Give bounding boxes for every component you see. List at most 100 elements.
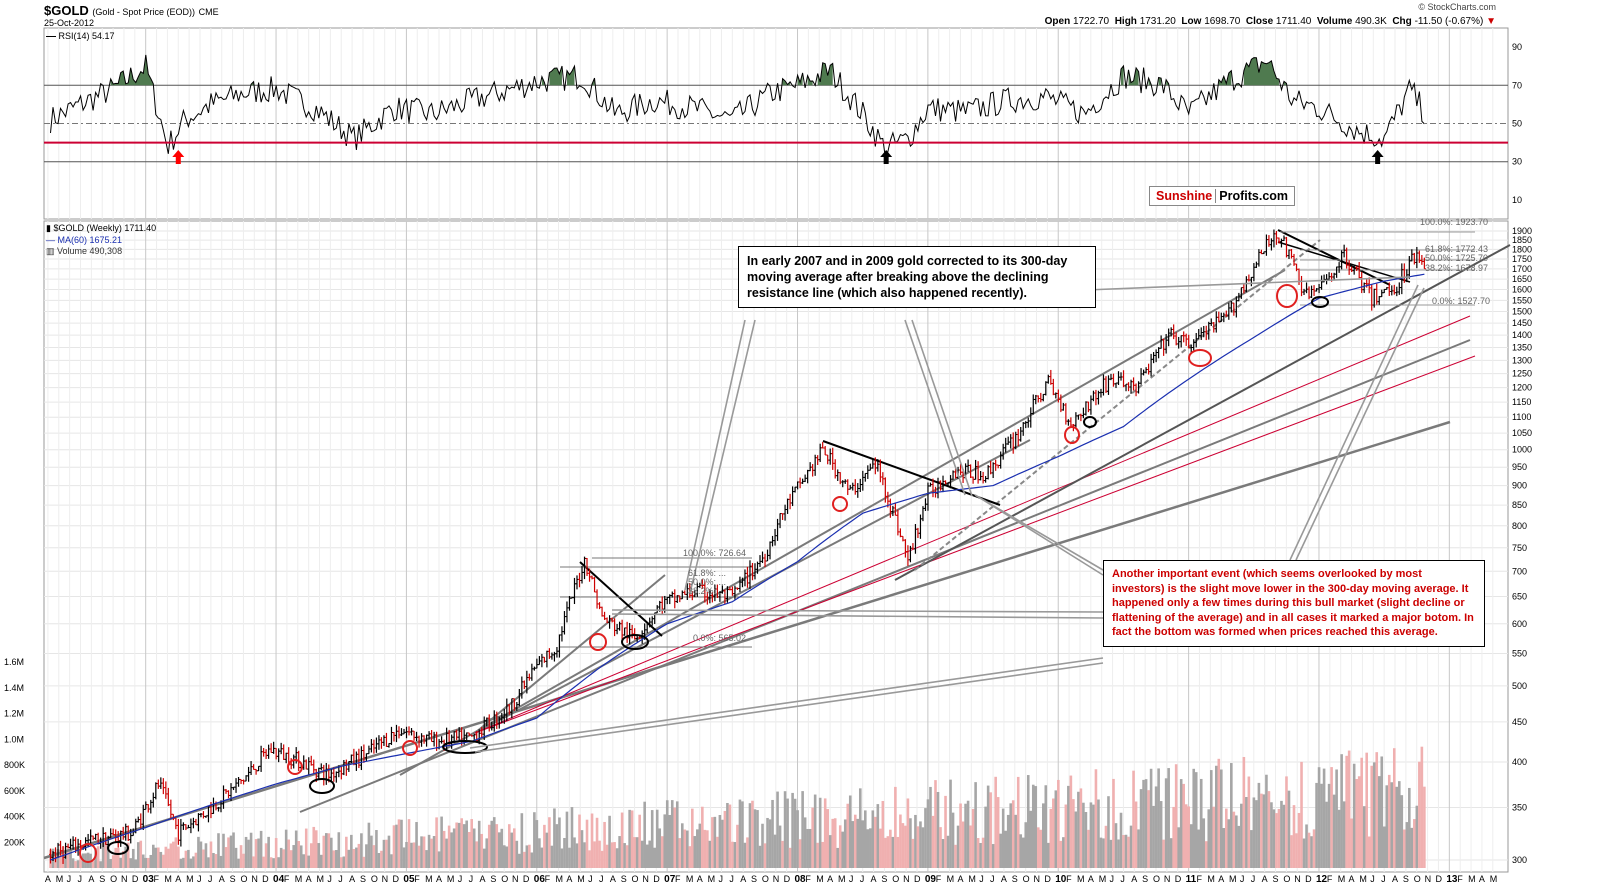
callout-pointer <box>611 609 1104 613</box>
volume-bar <box>126 842 130 868</box>
rsi-overbought-fill <box>807 75 813 86</box>
x-tick-label: F <box>1196 874 1202 884</box>
volume-bar <box>272 858 275 868</box>
symbol: $GOLD <box>44 3 89 18</box>
volume-bar <box>187 849 190 868</box>
price-tick-label: 1750 <box>1512 254 1532 264</box>
volume-bar <box>831 818 835 868</box>
volume-tick-label: 400K <box>4 812 25 822</box>
volume-bar <box>247 839 250 868</box>
x-tick-label: O <box>501 874 508 884</box>
chg-value: -11.50 (-0.67%) <box>1414 16 1484 27</box>
x-tick-label: A <box>1479 874 1485 884</box>
volume-bar <box>1049 808 1053 868</box>
volume-bar <box>931 815 935 868</box>
volume-bar <box>1222 828 1226 868</box>
x-tick-label: 04 <box>273 874 285 885</box>
volume-bar <box>590 813 594 868</box>
volume-bar <box>467 831 471 868</box>
volume-bar <box>257 838 260 868</box>
x-tick-label: J <box>338 874 343 884</box>
x-tick-label: S <box>490 874 496 884</box>
logo-part-sunshine: Sunshine <box>1156 189 1213 203</box>
volume-bar <box>1340 754 1343 868</box>
volume-bar <box>307 855 311 868</box>
black-ellipse-marker <box>1083 416 1097 428</box>
ma-label: — MA(60) 1675.21 <box>46 235 123 245</box>
volume-bar <box>254 839 258 868</box>
volume-bar <box>738 799 742 868</box>
red-circle-marker <box>402 740 418 756</box>
volume-bar <box>633 837 636 868</box>
x-tick-label: J <box>1120 874 1125 884</box>
x-tick-label: J <box>1251 874 1256 884</box>
volume-bar <box>430 838 433 868</box>
volume-bar <box>763 843 767 868</box>
volume-bar <box>465 820 468 868</box>
volume-bar <box>1077 791 1080 868</box>
volume-bar <box>445 838 448 868</box>
volume-bar <box>776 791 779 868</box>
volume-bar <box>1134 801 1138 868</box>
volume-bar <box>731 841 734 868</box>
x-tick-label: M <box>1468 874 1476 884</box>
x-tick-label: F <box>1066 874 1072 884</box>
volume-bar <box>1277 808 1281 868</box>
resistance-line <box>1277 229 1391 286</box>
volume-bar <box>545 832 549 868</box>
price-tick-label: 1300 <box>1512 355 1532 365</box>
price-tick-label: 1850 <box>1512 235 1532 245</box>
x-tick-label: A <box>871 874 877 884</box>
price-tick-label: 1350 <box>1512 342 1532 352</box>
volume-bar <box>1312 829 1316 868</box>
volume-bar <box>502 845 506 868</box>
volume-bar <box>380 850 383 868</box>
volume-bar <box>570 807 574 868</box>
x-tick-label: M <box>838 874 846 884</box>
volume-bar <box>104 841 107 868</box>
price-tick-label: 650 <box>1512 592 1527 602</box>
volume-bar <box>1347 750 1351 868</box>
volume-bar <box>1064 804 1068 868</box>
price-tick-label: 1050 <box>1512 428 1532 438</box>
volume-bar <box>1392 748 1396 868</box>
x-tick-label: M <box>556 874 564 884</box>
volume-bar <box>1001 808 1005 868</box>
x-tick-label: S <box>1142 874 1148 884</box>
volume-bar <box>956 825 960 868</box>
volume-bar <box>287 839 290 868</box>
volume-bar <box>823 798 827 868</box>
support-line <box>399 269 1286 776</box>
open-label: Open <box>1044 16 1071 27</box>
x-tick-label: A <box>436 874 442 884</box>
volume-bar <box>1097 799 1100 868</box>
volume-bar <box>858 788 862 868</box>
volume-bar <box>1287 790 1291 868</box>
volume-bar <box>1227 819 1231 868</box>
volume-bar <box>66 846 70 868</box>
volume-bar <box>1011 800 1015 868</box>
rsi-line <box>50 54 1425 159</box>
volume-bar <box>1192 768 1196 868</box>
volume-bar <box>267 836 270 868</box>
rsi-tick-label: 30 <box>1512 157 1522 167</box>
volume-bar <box>269 857 273 868</box>
volume-bar <box>74 861 77 868</box>
volume-bar <box>565 811 569 868</box>
volume-bar <box>322 835 326 868</box>
volume-bar <box>871 810 875 868</box>
volume-bar <box>861 820 865 868</box>
callout-pointer <box>474 662 1104 753</box>
volume-bar <box>1102 838 1105 868</box>
logo-part-profits: Profits.com <box>1215 189 1289 203</box>
volume-bar <box>452 828 456 868</box>
volume-bar <box>513 828 516 868</box>
volume-bar <box>813 794 817 868</box>
callout-pointer <box>1085 276 1411 291</box>
volume-bar <box>274 838 278 868</box>
volume-bar <box>946 835 950 868</box>
volume-bar <box>976 838 980 868</box>
volume-bar <box>169 843 173 868</box>
price-tick-label: 1200 <box>1512 383 1532 393</box>
rsi-tick-label: 70 <box>1512 80 1522 90</box>
